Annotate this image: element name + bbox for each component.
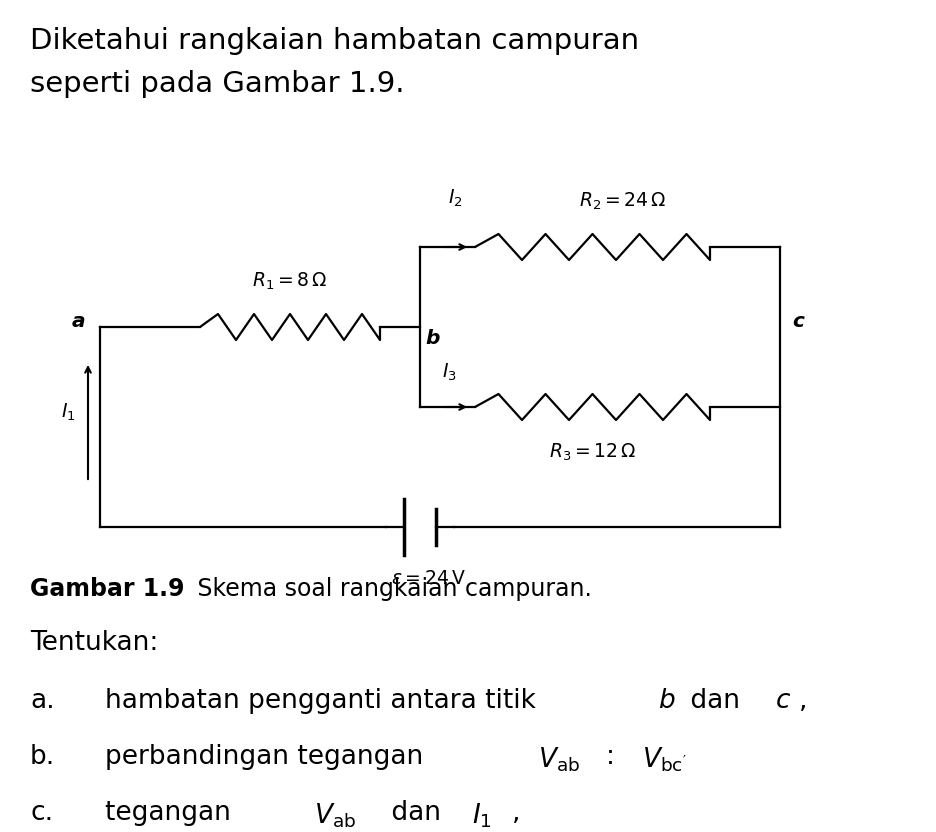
Text: Diketahui rangkaian hambatan campuran: Diketahui rangkaian hambatan campuran	[30, 27, 639, 55]
Text: Skema soal rangkaian campuran.: Skema soal rangkaian campuran.	[190, 577, 592, 601]
Text: c.: c.	[30, 800, 53, 826]
Text: $R_1 = 8\,\Omega$: $R_1 = 8\,\Omega$	[252, 270, 328, 292]
Text: a.: a.	[30, 688, 54, 714]
Text: ,: ,	[799, 688, 808, 714]
Text: b: b	[425, 329, 439, 348]
Text: b.: b.	[30, 744, 55, 770]
Text: $V_{\mathregular{ab}}$: $V_{\mathregular{ab}}$	[314, 802, 356, 830]
Text: b: b	[658, 688, 675, 714]
Text: Gambar 1.9: Gambar 1.9	[30, 577, 184, 601]
Text: $I_1$: $I_1$	[61, 401, 75, 423]
Text: $R_3 = 12\,\Omega$: $R_3 = 12\,\Omega$	[548, 442, 636, 463]
Text: $R_2 = 24\,\Omega$: $R_2 = 24\,\Omega$	[578, 191, 666, 212]
Text: $I_3$: $I_3$	[442, 362, 457, 384]
Text: ,: ,	[512, 800, 520, 826]
Text: $I_{\mathregular{1}}$: $I_{\mathregular{1}}$	[472, 802, 491, 830]
Text: seperti pada Gambar 1.9.: seperti pada Gambar 1.9.	[30, 70, 404, 98]
Text: $\varepsilon = 24\,\mathrm{V}$: $\varepsilon = 24\,\mathrm{V}$	[390, 569, 465, 588]
Text: tegangan: tegangan	[105, 800, 240, 826]
Text: $V_{\mathregular{ab}}$: $V_{\mathregular{ab}}$	[538, 746, 580, 775]
Text: Tentukan:: Tentukan:	[30, 630, 158, 656]
Text: c: c	[776, 688, 791, 714]
Text: $V_{\mathregular{bc'}}$: $V_{\mathregular{bc'}}$	[642, 746, 687, 775]
Text: c: c	[792, 311, 804, 330]
Text: hambatan pengganti antara titik: hambatan pengganti antara titik	[105, 688, 544, 714]
Text: dan: dan	[383, 800, 449, 826]
Text: perbandingan tegangan: perbandingan tegangan	[105, 744, 431, 770]
Text: $I_2$: $I_2$	[447, 188, 462, 209]
Text: dan: dan	[682, 688, 749, 714]
Text: :: :	[606, 744, 615, 770]
Text: a: a	[71, 311, 85, 330]
